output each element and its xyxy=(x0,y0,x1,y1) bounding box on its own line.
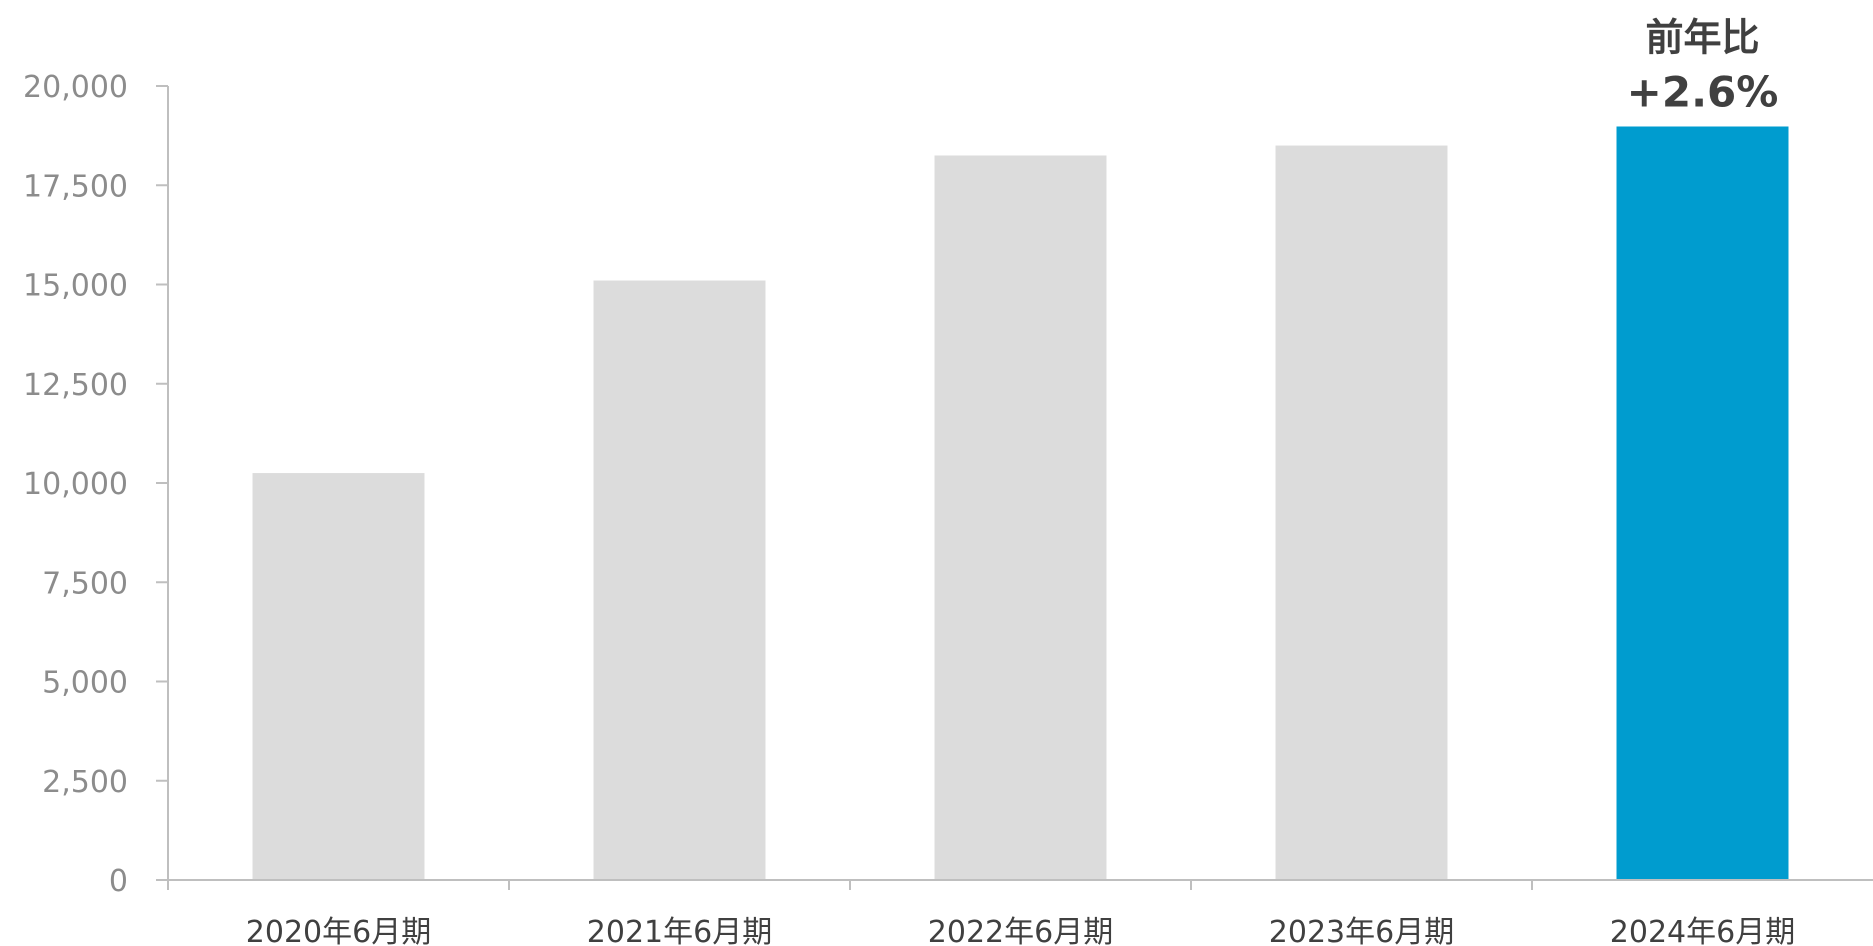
bar xyxy=(934,155,1107,881)
annotation-line2: +2.6% xyxy=(1627,67,1779,116)
x-category-label: 2023年6月期 xyxy=(1269,915,1454,946)
y-axis: 0 2,500 5,000 7,500 10,000 12,500 15,000 17,500… xyxy=(23,70,169,899)
y-tick-label: 0 xyxy=(109,864,128,899)
x-category-label: 2021年6月期 xyxy=(587,915,772,946)
x-category-label: 2022年6月期 xyxy=(928,915,1113,946)
bars xyxy=(252,126,1789,881)
y-tick-label: 10,000 xyxy=(23,467,128,502)
bar xyxy=(1275,145,1448,881)
y-tick-label: 7,500 xyxy=(42,566,128,601)
y-tick-label: 15,000 xyxy=(23,269,128,304)
y-tick-label: 17,500 xyxy=(23,169,128,204)
bar xyxy=(1616,126,1789,880)
y-tick-label: 12,500 xyxy=(23,368,128,403)
yoy-annotation: 前年比 +2.6% xyxy=(1627,15,1779,116)
y-tick-label: 5,000 xyxy=(42,666,128,701)
x-category-label: 2020年6月期 xyxy=(246,915,431,946)
y-tick-label: 20,000 xyxy=(23,70,128,105)
bar xyxy=(593,280,766,880)
annotation-line1: 前年比 xyxy=(1645,15,1759,59)
bar xyxy=(252,473,425,880)
y-tick-label: 2,500 xyxy=(42,765,128,800)
x-axis: 2020年6月期 2021年6月期 2022年6月期 2023年6月期 2024年6月期 xyxy=(167,879,1873,946)
x-category-label: 2024年6月期 xyxy=(1610,915,1795,946)
